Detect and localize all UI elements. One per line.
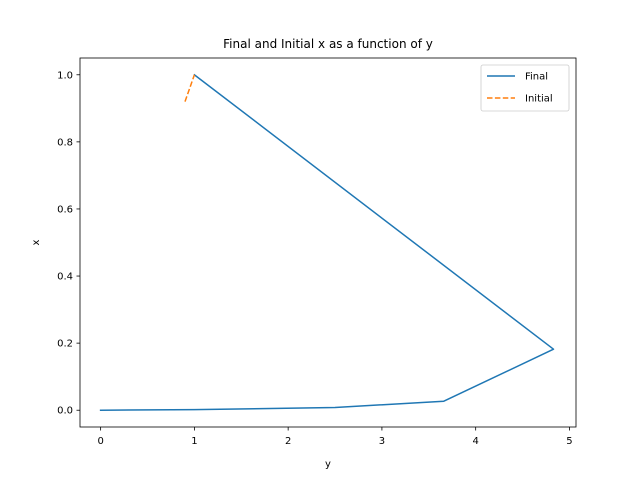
series-line-initial — [184, 74, 196, 102]
chart-title: Final and Initial x as a function of y — [223, 37, 433, 51]
legend: Final Initial — [480, 64, 570, 112]
y-tick-label: 0.4 — [57, 272, 73, 283]
y-tick-label: 0.6 — [57, 204, 73, 215]
y-axis-label: x — [31, 239, 42, 245]
x-axis-label: y — [325, 459, 331, 470]
y-tick-label: 0.2 — [57, 339, 73, 350]
legend-label-initial: Initial — [525, 94, 553, 105]
series-line-final — [99, 73, 555, 411]
y-tick-label: 1.0 — [57, 70, 73, 81]
x-tick-label: 0 — [97, 436, 103, 447]
plot-area — [99, 73, 555, 411]
x-tick-label: 4 — [472, 436, 478, 447]
y-tick-label: 0.0 — [57, 406, 73, 417]
y-tick-label: 0.8 — [57, 137, 73, 148]
x-tick-label: 1 — [191, 436, 197, 447]
legend-label-final: Final — [525, 72, 548, 83]
x-tick-label: 3 — [379, 436, 385, 447]
axes-frame — [79, 57, 577, 428]
x-tick-label: 2 — [285, 436, 291, 447]
x-tick-label: 5 — [566, 436, 572, 447]
